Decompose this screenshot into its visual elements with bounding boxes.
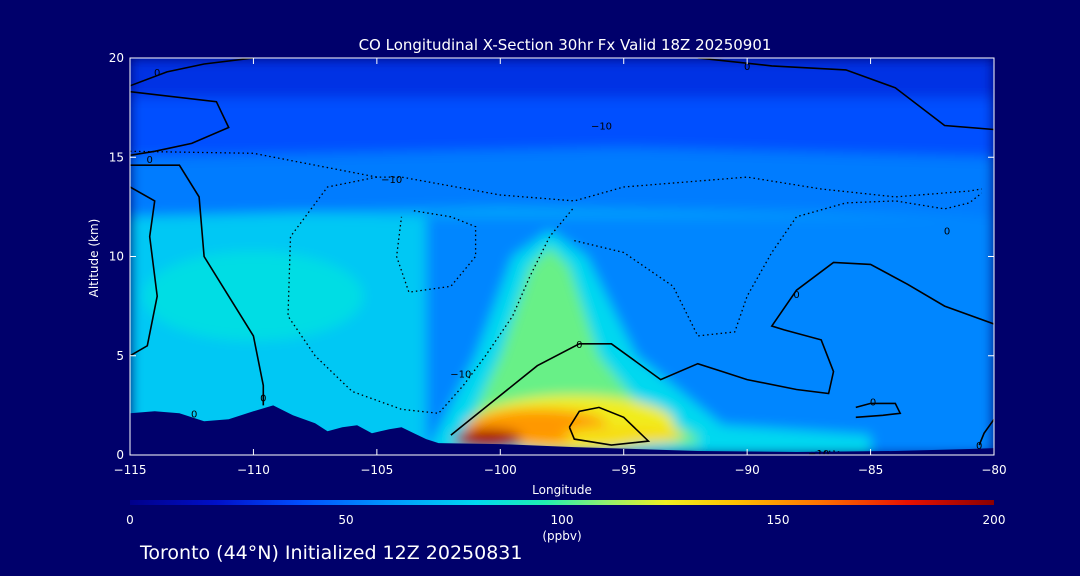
terrain-fill — [130, 405, 994, 455]
field-west-pocket — [143, 251, 364, 342]
contour-neg10-inner — [395, 210, 477, 293]
contour-0-top-right — [697, 58, 994, 131]
contour-0-top-left — [130, 58, 254, 87]
y-tick-label: 10 — [109, 250, 124, 264]
x-axis: −115 −110 −105 −100 −95 −90 −85 −80 — [114, 58, 1007, 477]
x-tick-label: −90 — [734, 463, 759, 477]
contours — [130, 58, 994, 454]
contour-label: 0 — [260, 393, 266, 404]
x-tick-label: −115 — [114, 463, 147, 477]
x-tick-label: −105 — [360, 463, 393, 477]
contour-label: −10 — [450, 370, 471, 381]
colorbar-tick-label: 100 — [551, 513, 574, 527]
colorbar-tick-label: 0 — [126, 513, 134, 527]
x-tick-label: −100 — [484, 463, 517, 477]
x-tick-label: −110 — [237, 463, 270, 477]
colorbar-units: (ppbv) — [542, 529, 581, 543]
contour-label: 0 — [744, 62, 750, 73]
contour-0-east-small — [855, 402, 902, 419]
terrain — [130, 405, 994, 455]
y-tick-label: 5 — [116, 349, 124, 363]
colorbar-ticks: 0 50 100 150 200 — [126, 513, 1005, 527]
contour-label: 0 — [576, 340, 582, 351]
contour-0-inner-loop — [568, 406, 651, 446]
field-upper-c — [130, 58, 994, 98]
contour-labels: 0 0 0 0 0 0 0 0 0 −10 −10 −10 −10 0 — [147, 62, 983, 460]
x-tick-label: −80 — [981, 463, 1006, 477]
field-bl-east — [563, 425, 684, 446]
y-axis: 0 5 10 15 20 — [109, 51, 994, 462]
plot-area: 0 0 0 0 0 0 0 0 0 −10 −10 −10 −10 0 — [130, 58, 994, 460]
y-tick-label: 15 — [109, 150, 124, 164]
colorbar-tick-label: 50 — [338, 513, 353, 527]
contour-label: 0 — [976, 441, 982, 452]
contour-0-west-a — [130, 164, 265, 406]
contour-label: 0 — [870, 397, 876, 408]
footer-label: Toronto (44°N) Initialized 12Z 20250831 — [140, 542, 523, 564]
contour-0-west-b — [130, 186, 159, 357]
x-axis-label: Longitude — [532, 483, 592, 497]
y-tick-label: 0 — [116, 448, 124, 462]
contour-label: 0 — [944, 227, 950, 238]
contour-0-east-edge — [978, 418, 994, 446]
contour-label: −10 — [808, 449, 829, 460]
colorbar-tick-label: 200 — [983, 513, 1006, 527]
contour-label: −10 — [591, 121, 612, 132]
y-tick-label: 20 — [109, 51, 124, 65]
contour-label: 0 — [191, 409, 197, 420]
contour-label: 0 — [147, 155, 153, 166]
colorbar-tick-label: 150 — [767, 513, 790, 527]
chart-title: CO Longitudinal X-Section 30hr Fx Valid … — [359, 36, 772, 54]
contour-0-upper-west — [130, 90, 230, 157]
contour-label: 0 — [793, 290, 799, 301]
colorbar — [130, 500, 994, 505]
y-axis-label: Altitude (km) — [87, 219, 101, 298]
x-tick-label: −85 — [858, 463, 883, 477]
contour-0-east-loop — [450, 261, 994, 436]
contour-label: −10 — [381, 175, 402, 186]
contour-label: 0 — [154, 68, 160, 79]
co-field — [130, 58, 994, 455]
field-plume-mid — [463, 246, 698, 446]
x-tick-label: −95 — [611, 463, 636, 477]
